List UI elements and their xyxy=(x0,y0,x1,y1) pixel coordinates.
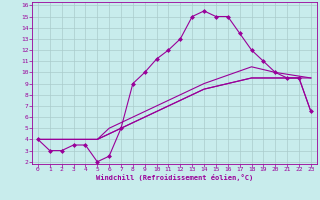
X-axis label: Windchill (Refroidissement éolien,°C): Windchill (Refroidissement éolien,°C) xyxy=(96,174,253,181)
